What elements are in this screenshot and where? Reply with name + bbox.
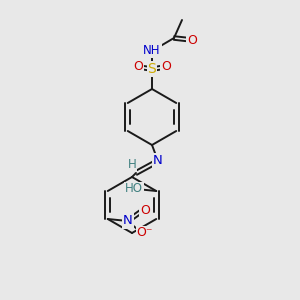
Text: O⁻: O⁻ bbox=[136, 226, 153, 239]
Text: O: O bbox=[187, 34, 197, 46]
Text: N: N bbox=[153, 154, 163, 167]
Text: S: S bbox=[148, 62, 156, 76]
Text: N: N bbox=[123, 214, 133, 227]
Text: O: O bbox=[133, 61, 143, 74]
Text: O: O bbox=[161, 61, 171, 74]
Text: HO: HO bbox=[125, 182, 143, 196]
Text: O: O bbox=[140, 205, 150, 218]
Text: NH: NH bbox=[143, 44, 161, 58]
Text: H: H bbox=[128, 158, 136, 172]
